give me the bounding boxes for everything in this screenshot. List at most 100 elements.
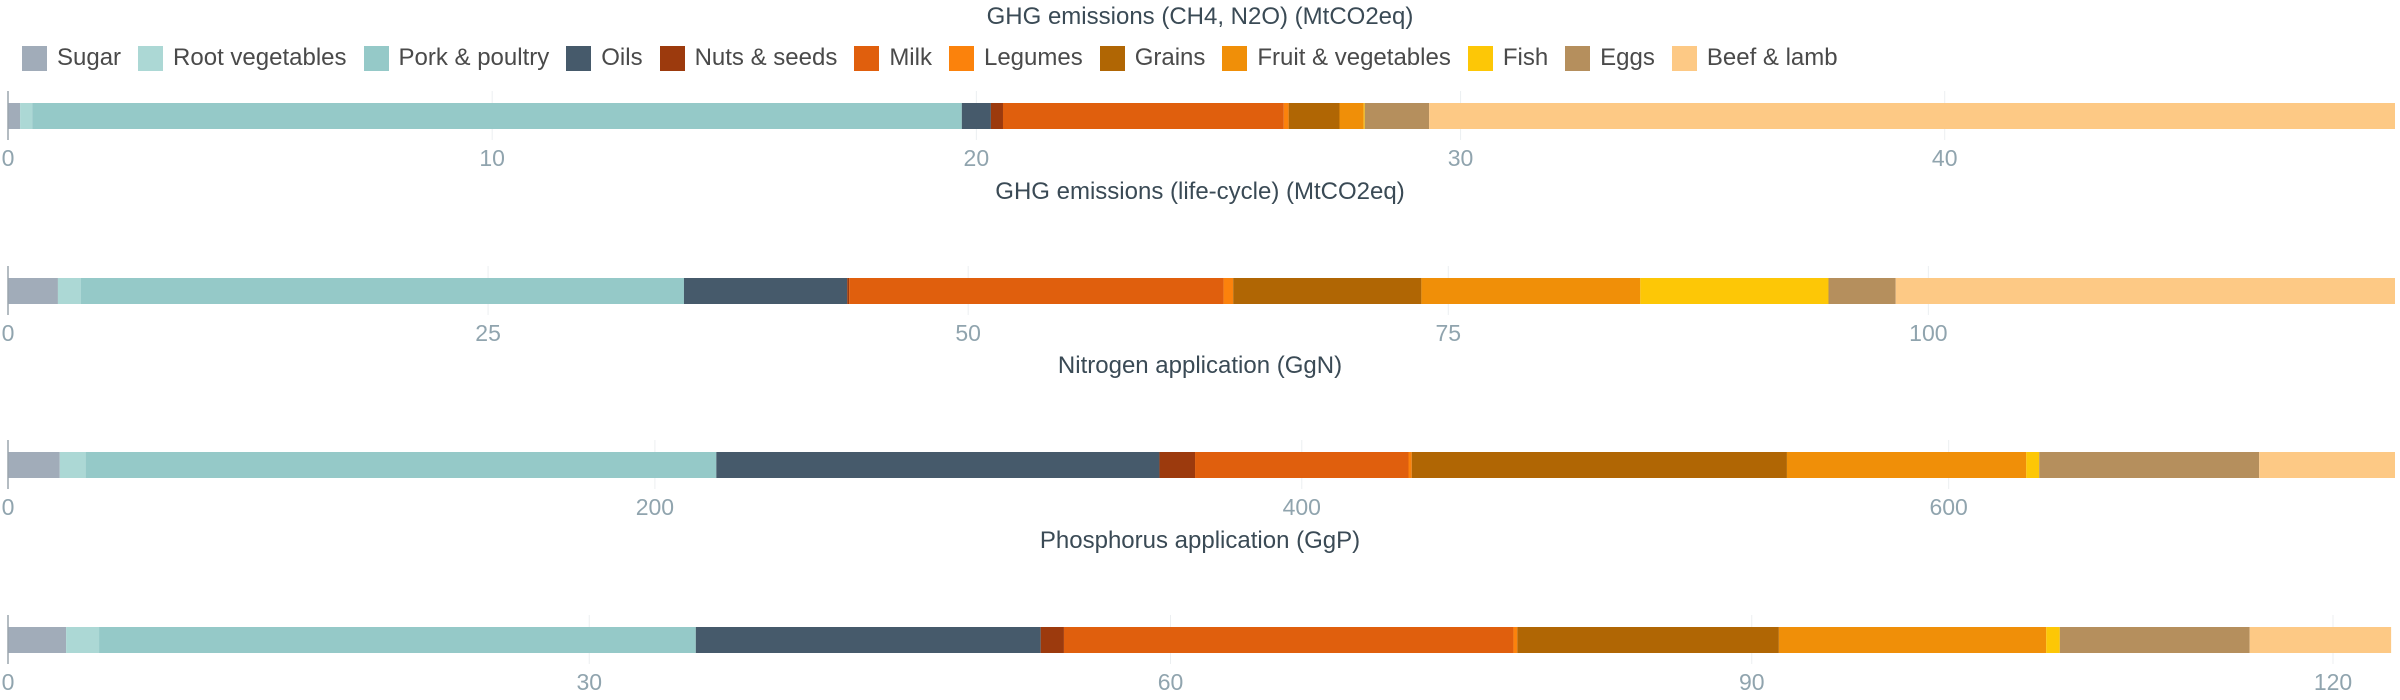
tick-label: 0	[2, 669, 15, 695]
bar-segment-pork-and-poultry[interactable]	[32, 103, 962, 129]
tick-label: 25	[475, 320, 501, 346]
legend-swatch	[1099, 45, 1125, 71]
bar-segment-grains[interactable]	[1288, 103, 1340, 129]
bar-segment-milk[interactable]	[1063, 627, 1514, 653]
bar-segment-root-vegetables[interactable]	[57, 278, 81, 304]
bar-segment-nuts-and-seeds[interactable]	[1040, 627, 1064, 653]
bar-segment-root-vegetables[interactable]	[59, 452, 86, 478]
bar-segment-sugar[interactable]	[8, 278, 58, 304]
bar-segment-nuts-and-seeds[interactable]	[1159, 452, 1196, 478]
bar-segment-beef-and-lamb[interactable]	[1895, 278, 2395, 304]
legend-swatch	[1467, 45, 1493, 71]
bar-segment-grains[interactable]	[1233, 278, 1422, 304]
bar-segment-pork-and-poultry[interactable]	[80, 278, 684, 304]
legend-item-root-vegetables[interactable]: Root vegetables	[138, 44, 347, 72]
bar-segment-milk[interactable]	[849, 278, 1224, 304]
bar-segment-legumes[interactable]	[1283, 103, 1289, 129]
tick-label: 10	[479, 145, 505, 171]
bar-segment-fruit-and-vegetables[interactable]	[1339, 103, 1364, 129]
tick-label: 400	[1283, 494, 1321, 520]
panel-title: GHG emissions (CH4, N2O) (MtCO2eq)	[987, 3, 1414, 30]
bar-segment-nuts-and-seeds[interactable]	[990, 103, 1003, 129]
bar-segment-pork-and-poultry[interactable]	[99, 627, 696, 653]
bar-segment-oils[interactable]	[961, 103, 991, 129]
legend-item-eggs[interactable]: Eggs	[1565, 44, 1655, 72]
tick-label: 200	[636, 494, 674, 520]
bar-segment-sugar[interactable]	[8, 627, 67, 653]
bar-segment-fruit-and-vegetables[interactable]	[1778, 627, 2047, 653]
bar-segment-fish[interactable]	[2046, 627, 2060, 653]
panel-4: Phosphorus application (GgP) 0 30 60 90 120	[2, 527, 2392, 695]
tick-label: 0	[2, 145, 15, 171]
bar-segment-pork-and-poultry[interactable]	[85, 452, 717, 478]
bar-segment-fish[interactable]	[2026, 452, 2040, 478]
legend-item-pork-and-poultry[interactable]: Pork & poultry	[363, 44, 550, 72]
tick-label: 100	[1909, 320, 1947, 346]
bar-segment-beef-and-lamb[interactable]	[2249, 627, 2392, 653]
bar-segment-fish[interactable]	[1640, 278, 1829, 304]
legend-label: Oils	[601, 44, 643, 71]
legend-swatch	[659, 45, 685, 71]
bar-segment-fruit-and-vegetables[interactable]	[1786, 452, 2027, 478]
bar-segment-oils[interactable]	[683, 278, 848, 304]
tick-label: 30	[576, 669, 602, 695]
bar-segment-root-vegetables[interactable]	[66, 627, 100, 653]
bar-segment-sugar[interactable]	[8, 452, 60, 478]
bar-segment-sugar[interactable]	[8, 103, 21, 129]
bar-segment-beef-and-lamb[interactable]	[1429, 103, 2395, 129]
legend-label: Fruit & vegetables	[1257, 44, 1451, 71]
legend-item-legumes[interactable]: Legumes	[948, 44, 1083, 72]
legend-item-beef-and-lamb[interactable]: Beef & lamb	[1671, 44, 1838, 72]
bar-segment-eggs[interactable]	[2059, 627, 2250, 653]
tick-label: 40	[1932, 145, 1958, 171]
bar-segment-oils[interactable]	[695, 627, 1041, 653]
legend-item-fruit-and-vegetables[interactable]: Fruit & vegetables	[1222, 44, 1451, 72]
legend-label: Legumes	[983, 44, 1083, 71]
bar-segment-fish[interactable]	[1363, 103, 1365, 129]
bar-segment-legumes[interactable]	[1408, 452, 1412, 478]
panel-title: GHG emissions (life-cycle) (MtCO2eq)	[995, 178, 1404, 205]
panel-title: Nitrogen application (GgN)	[1058, 352, 1342, 379]
legend-item-oils[interactable]: Oils	[566, 44, 643, 72]
bar-segment-milk[interactable]	[1002, 103, 1284, 129]
legend-swatch	[1565, 45, 1591, 71]
legend-swatch	[566, 45, 592, 71]
bar-segment-legumes[interactable]	[1513, 627, 1518, 653]
legend-label: Fish	[1502, 44, 1549, 71]
tick-label: 90	[1739, 669, 1765, 695]
tick-label: 0	[2, 320, 15, 346]
bar-segment-fruit-and-vegetables[interactable]	[1421, 278, 1641, 304]
legend-label: Sugar	[57, 44, 122, 71]
tick-label: 120	[2314, 669, 2352, 695]
legend-item-nuts-and-seeds[interactable]: Nuts & seeds	[659, 44, 837, 72]
legend-item-grains[interactable]: Grains	[1099, 44, 1206, 72]
panel-2: GHG emissions (life-cycle) (MtCO2eq) 0 25 5…	[2, 178, 2395, 346]
panel-title: Phosphorus application (GgP)	[1040, 527, 1360, 554]
panel-1: GHG emissions (CH4, N2O) (MtCO2eq) 0 10 20 3…	[2, 3, 2395, 171]
tick-label: 50	[955, 320, 981, 346]
legend-label: Root vegetables	[173, 44, 347, 71]
legend-item-fish[interactable]: Fish	[1467, 44, 1549, 72]
bar-segment-milk[interactable]	[1195, 452, 1409, 478]
bar-segment-grains[interactable]	[1411, 452, 1787, 478]
tick-label: 0	[2, 494, 15, 520]
bar-segment-legumes[interactable]	[1223, 278, 1234, 304]
legend-item-sugar[interactable]: Sugar	[22, 44, 121, 72]
legend-label: Pork & poultry	[398, 44, 550, 71]
legend-label: Eggs	[1600, 44, 1655, 71]
legend: Sugar Root vegetables Pork & poultry Oils Nu…	[22, 40, 1855, 76]
bar-segment-oils[interactable]	[716, 452, 1160, 478]
bar-segment-eggs[interactable]	[2039, 452, 2260, 478]
bar-segment-root-vegetables[interactable]	[20, 103, 33, 129]
legend-label: Grains	[1134, 44, 1206, 71]
bar-segment-eggs[interactable]	[1364, 103, 1430, 129]
bar-segment-nuts-and-seeds[interactable]	[847, 278, 850, 304]
bar-segment-grains[interactable]	[1517, 627, 1779, 653]
bar-segment-eggs[interactable]	[1828, 278, 1896, 304]
legend-item-milk[interactable]: Milk	[854, 44, 932, 72]
bar-segment-beef-and-lamb[interactable]	[2259, 452, 2395, 478]
legend-swatch	[854, 45, 880, 71]
legend-swatch	[363, 45, 389, 71]
legend-swatch	[22, 45, 47, 71]
